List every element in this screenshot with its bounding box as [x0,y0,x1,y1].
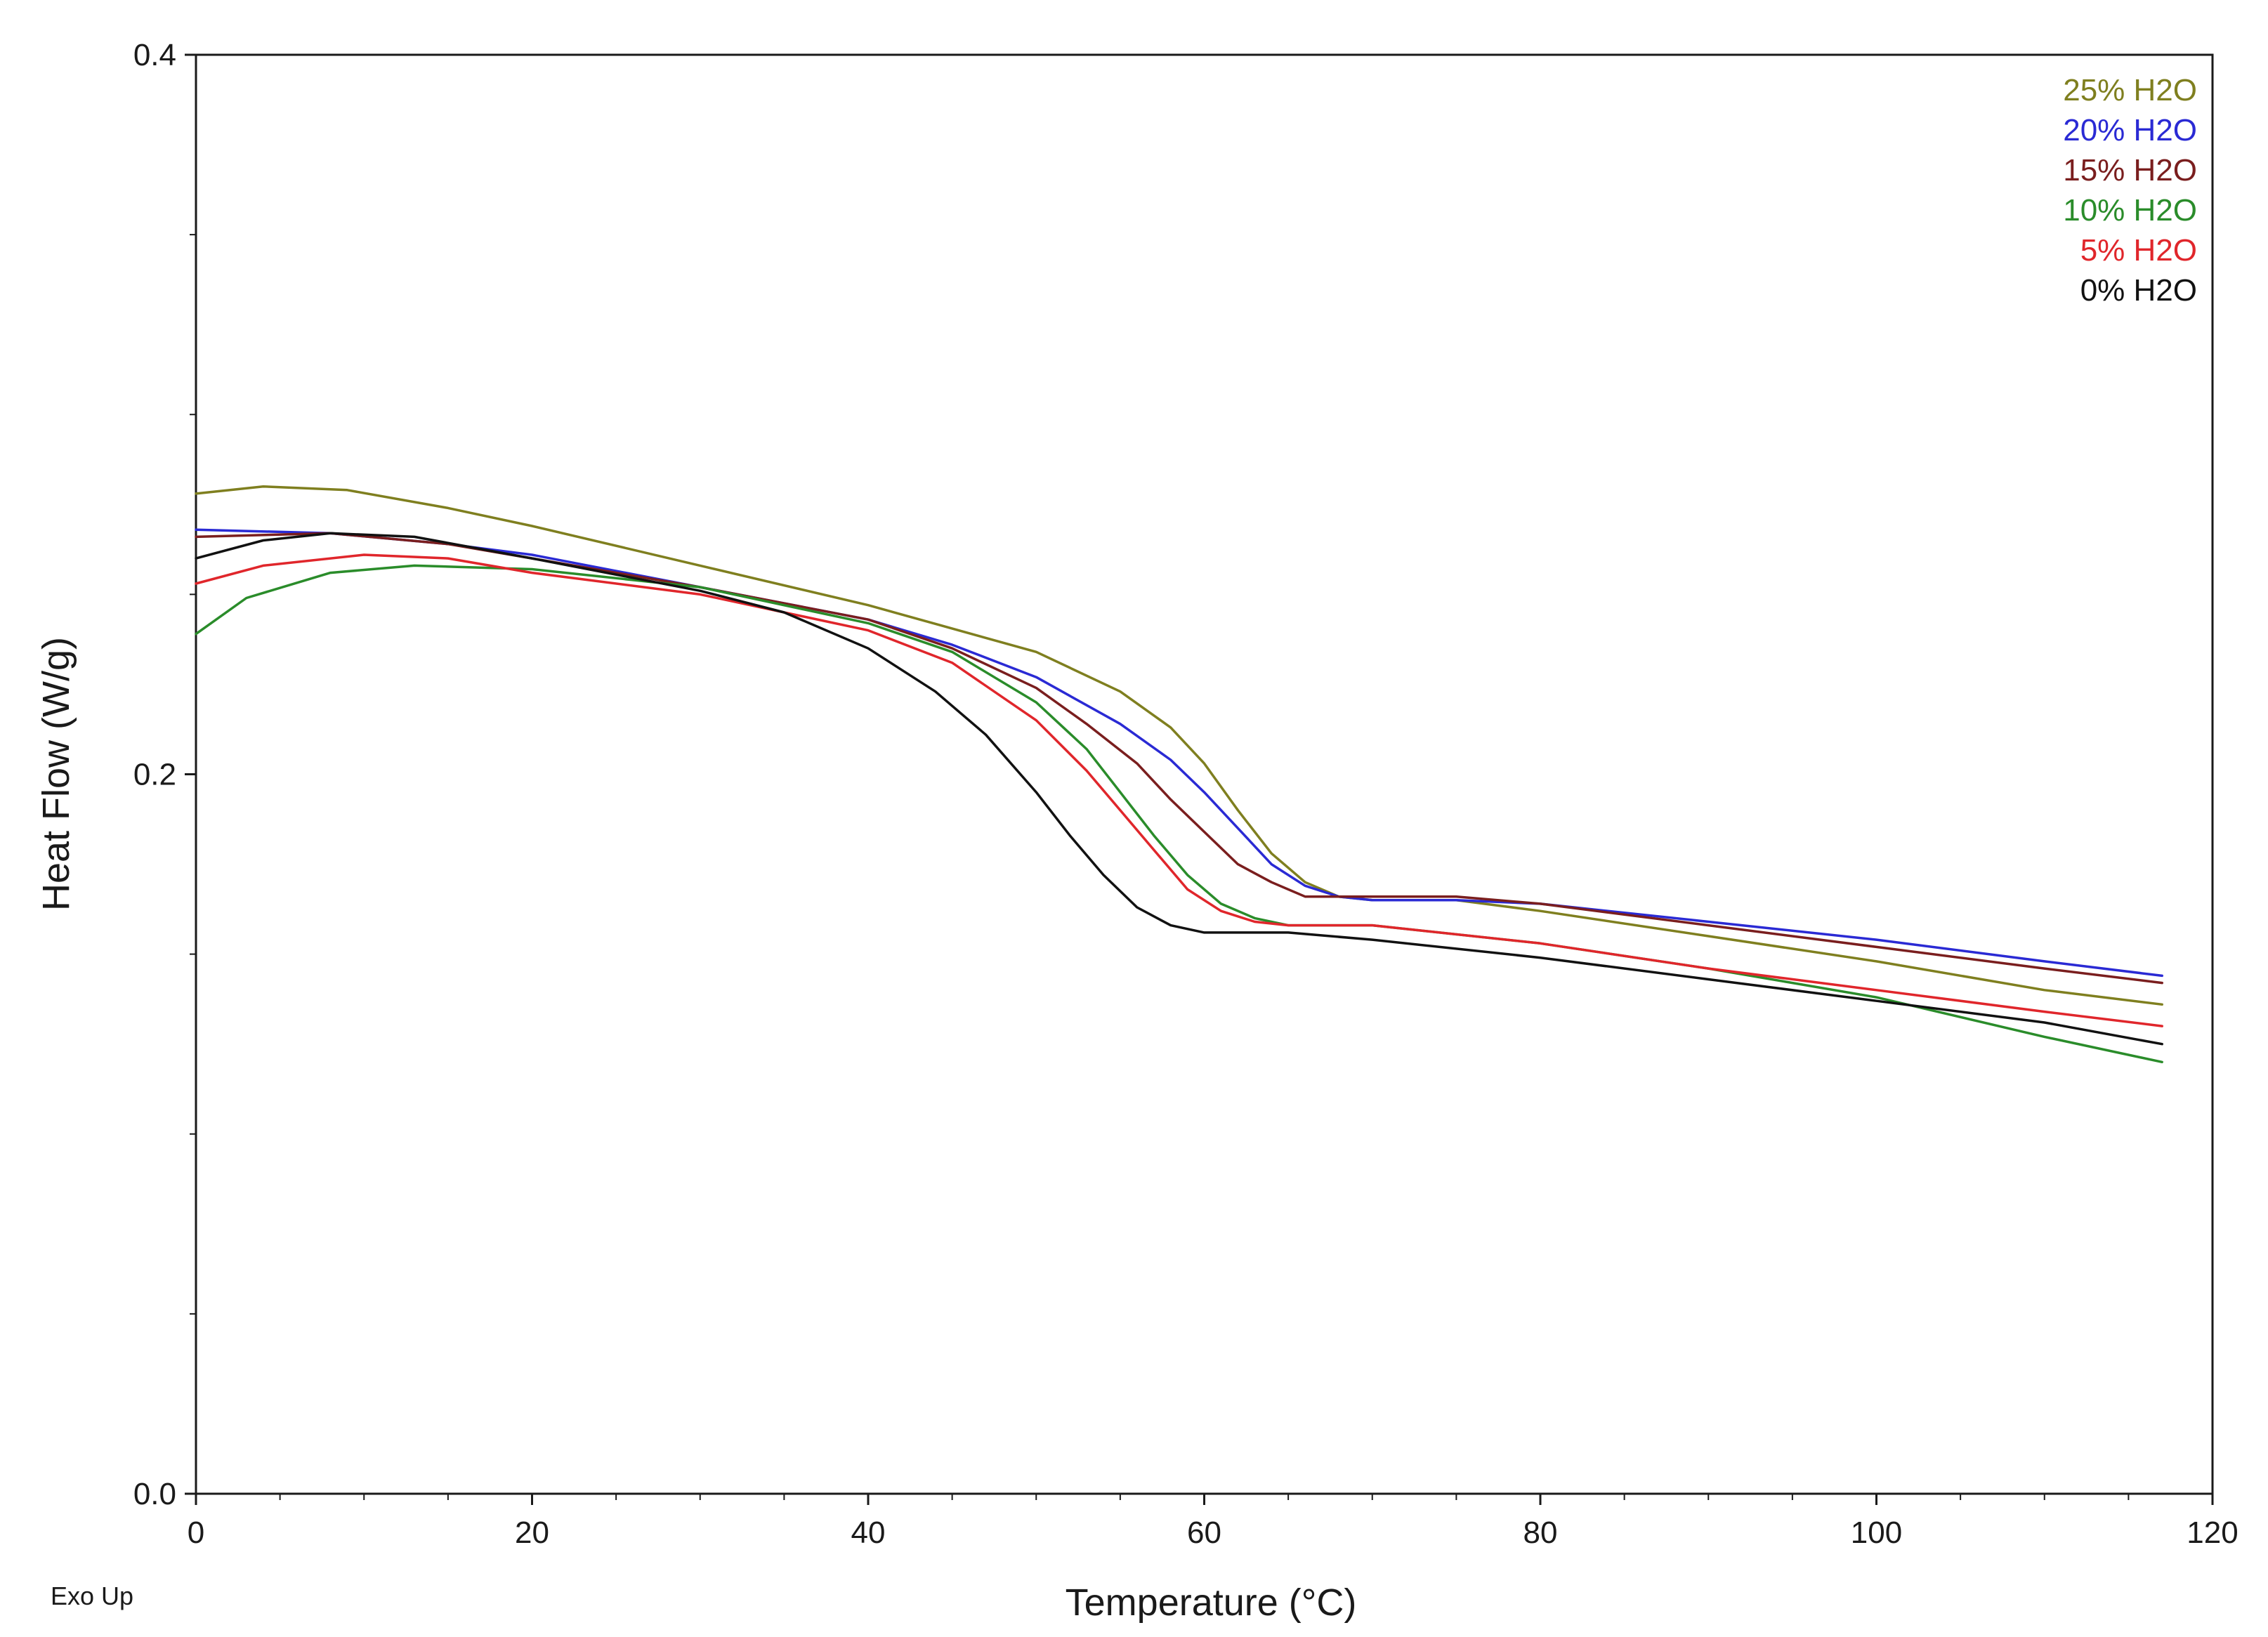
exo-up-label: Exo Up [51,1582,133,1610]
legend-entry: 15% H2O [2063,153,2197,188]
x-tick-label: 20 [515,1516,549,1550]
legend-entry: 0% H2O [2080,273,2197,308]
series-line-15-h2o [195,532,2163,985]
x-tick-label: 120 [2187,1516,2238,1550]
series-line-20-h2o [195,528,2163,978]
series-line-0-h2o [195,532,2163,1046]
x-tick-label: 80 [1523,1516,1558,1550]
legend: 25% H2O 20% H2O 15% H2O 10% H2O 5% H2O 0% H2O [2063,73,2197,308]
x-tick-label: 0 [188,1516,204,1550]
legend-entry: 10% H2O [2063,193,2197,228]
x-tick-label: 40 [851,1516,886,1550]
legend-entry: 5% H2O [2080,233,2197,268]
series-line-10-h2o [195,564,2163,1064]
series-line-5-h2o [195,553,2163,1027]
y-tick-label: 0.2 [133,758,176,792]
y-tick-label: 0.4 [133,38,176,72]
y-axis-title: Heat Flow (W/g) [35,637,77,911]
legend-entry: 20% H2O [2063,113,2197,147]
x-tick-label: 60 [1187,1516,1221,1550]
x-axis-title: Temperature (°C) [1066,1582,1357,1624]
series-lines [195,485,2163,1064]
plot-frame [195,53,2214,1495]
x-tick-label: 100 [1851,1516,1902,1550]
y-tick-label: 0.0 [133,1477,176,1511]
legend-entry: 25% H2O [2063,73,2197,107]
axis-ticks: 0 20 40 60 80 100 120 0.0 0.2 0.4 [133,38,2238,1550]
series-line-25-h2o [195,485,2163,1006]
